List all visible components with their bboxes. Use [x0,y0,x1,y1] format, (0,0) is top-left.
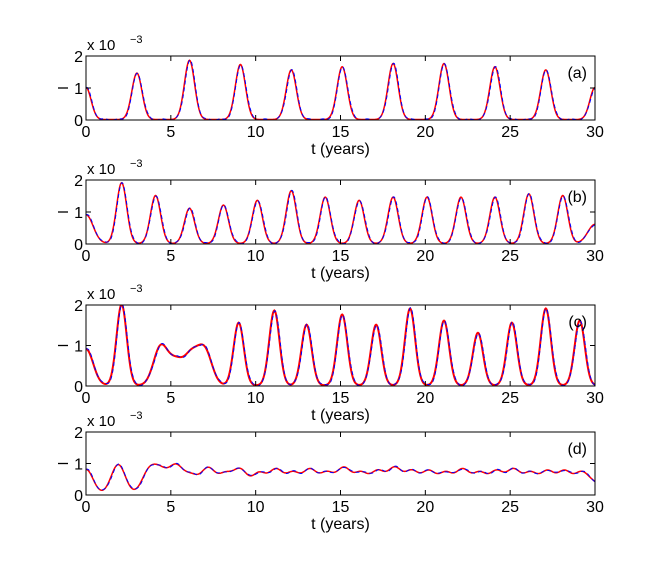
panel-label: (b) [567,189,587,206]
x-tick-label: 20 [416,390,434,407]
x-tick-label: 25 [501,124,519,141]
series-line-2 [86,305,595,386]
x-tick-label: 20 [416,124,434,141]
y-exponent-power: −3 [130,34,143,46]
x-tick-label: 5 [166,248,175,265]
x-tick-label: 30 [586,499,604,516]
y-tick-label: 1 [74,81,83,98]
panel-d: 0 5 10 15 20 25 30 0 1 2x 10 −3 t (years) (d) [58,410,604,533]
y-tick-label: 2 [74,173,83,190]
y-exponent-label: x 10 [87,286,115,303]
panel-b: 0 5 10 15 20 25 30 0 1 2x 10 −3 t (years) (b) [58,158,604,282]
x-tick-label: 25 [501,499,519,516]
x-axis-label: t (years) [311,141,370,158]
y-tick-label: 2 [74,425,83,442]
x-axis-label: t (years) [311,407,370,424]
y-tick-label: 1 [74,457,83,474]
y-exponent-label: x 10 [87,161,115,178]
x-tick-label: 0 [82,390,91,407]
y-exponent-power: −3 [130,283,143,295]
x-tick-label: 10 [247,499,265,516]
x-tick-label: 25 [501,390,519,407]
x-tick-label: 5 [166,390,175,407]
y-tick-label: 0 [74,379,83,396]
x-tick-label: 10 [247,390,265,407]
y-tick-label: 0 [74,488,83,505]
x-axis-label: t (years) [311,265,370,282]
x-tick-label: 30 [586,248,604,265]
y-exponent-power: −3 [130,158,143,170]
series-line-2 [86,462,595,491]
x-tick-label: 0 [82,499,91,516]
panel-c: 0 5 10 15 20 25 30 0 1 2x 10 −3 t (years) (c) [58,283,604,424]
x-tick-label: 15 [332,124,350,141]
y-tick-label: 1 [74,339,83,356]
y-tick-label: 1 [74,205,83,222]
x-tick-label: 5 [166,499,175,516]
x-tick-label: 15 [332,390,350,407]
y-tick-label: 2 [74,49,83,66]
x-tick-label: 30 [586,124,604,141]
x-tick-label: 25 [501,248,519,265]
y-exponent-label: x 10 [87,413,115,430]
x-tick-label: 5 [166,124,175,141]
plot-area [86,180,595,244]
y-tick-label: 0 [74,237,83,254]
x-tick-label: 10 [247,124,265,141]
x-tick-label: 30 [586,390,604,407]
plot-area [86,432,595,495]
panel-label: (d) [567,441,587,458]
x-axis-label: t (years) [311,516,370,533]
y-exponent-power: −3 [130,410,143,422]
x-tick-label: 0 [82,248,91,265]
panel-label: (c) [568,314,587,331]
y-exponent-label: x 10 [87,37,115,54]
x-tick-label: 20 [416,499,434,516]
panel-label: (a) [567,65,587,82]
plot-area [86,56,595,120]
x-tick-label: 15 [332,248,350,265]
x-tick-label: 0 [82,124,91,141]
x-tick-label: 20 [416,248,434,265]
x-tick-label: 15 [332,499,350,516]
x-tick-label: 10 [247,248,265,265]
panel-a: 0 5 10 15 20 25 30 0 1 2x 10 −3 t (years) (a) [58,34,604,158]
y-tick-label: 0 [74,113,83,130]
y-tick-label: 2 [74,298,83,315]
